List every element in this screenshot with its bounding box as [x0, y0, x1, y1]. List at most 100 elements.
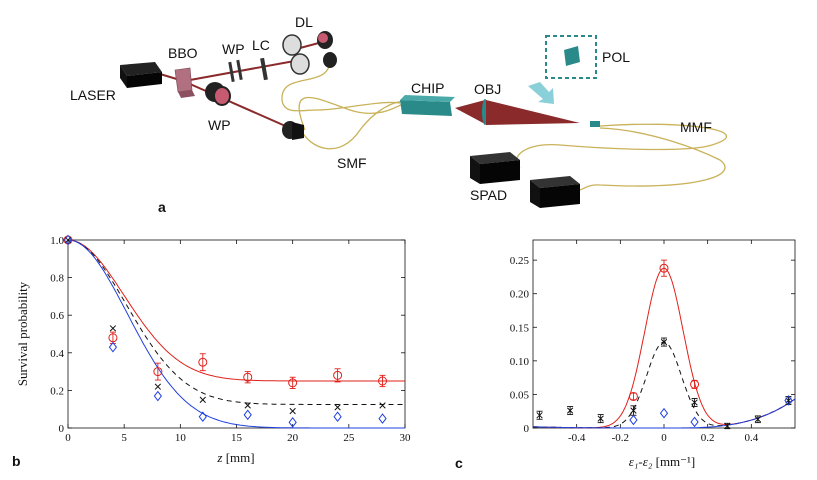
x-tick-label: 10: [175, 432, 187, 444]
data-point-circle: [659, 263, 669, 273]
smf-label: SMF: [337, 155, 367, 171]
data-point-diamond: [333, 411, 342, 423]
mmf-fiber-2: [579, 127, 726, 191]
laser-label: LASER: [70, 87, 116, 103]
y-tick-label: 0.05: [510, 389, 530, 401]
x-tick-label: 30: [400, 432, 412, 444]
data-point-cross: [691, 399, 698, 406]
y-tick-label: 0.6: [50, 310, 64, 322]
x-tick-label: -0.4: [568, 432, 586, 444]
data-point-diamond: [378, 413, 387, 424]
x-tick-label: -0.2: [612, 432, 629, 444]
waveplate-top-icon: [228, 59, 243, 83]
x-tick-label: 15: [231, 432, 243, 444]
data-point-circle: [628, 391, 638, 401]
spad-1-icon: [470, 152, 520, 184]
x-tick-label: 25: [343, 432, 355, 444]
dl-label: DL: [295, 14, 313, 30]
smf-fiber-2: [299, 101, 406, 150]
fit-curve-red: [67, 239, 405, 382]
laser-icon: [120, 62, 162, 88]
bbo-label: BBO: [168, 45, 198, 61]
data-point-cross: [244, 402, 251, 409]
setup-diagram: LASER BBO WP LC DL WP SMF CHIP OBJ POL M…: [70, 14, 728, 215]
y-tick-label: 0.15: [510, 322, 530, 334]
data-point-diamond: [63, 234, 73, 246]
data-point-cross: [289, 407, 296, 415]
data-point-cross: [379, 402, 386, 409]
x-tick-label: 20: [287, 432, 299, 444]
y-tick-label: 0.10: [510, 356, 530, 368]
y-tick-label: 0.4: [50, 348, 64, 360]
x-tick-label: 0: [65, 432, 71, 444]
data-point-diamond: [243, 409, 252, 421]
x-axis-label: ε₁-ε₂ [mm⁻¹]: [629, 454, 696, 469]
arrow-icon: [528, 82, 554, 104]
data-point-cross: [334, 404, 341, 411]
plot-frame: [67, 239, 406, 429]
data-point-circle: [243, 372, 253, 382]
fit-curve-blue: [67, 239, 405, 429]
data-point-cross: [660, 338, 668, 346]
x-axis-label: z [mm]: [216, 450, 254, 465]
lc-icon: [260, 57, 268, 81]
y-tick-label: 0.20: [510, 289, 530, 301]
data-point-diamond: [690, 416, 699, 428]
pol-label: POL: [602, 49, 630, 65]
data-point-cross: [754, 416, 762, 423]
data-point-diamond: [784, 395, 793, 406]
x-tick-label: 0: [661, 432, 667, 444]
y-tick-label: 0: [59, 423, 65, 435]
fit-curve-red: [533, 267, 796, 429]
upper-beam: [189, 59, 301, 81]
panel-a-label: a: [158, 199, 166, 215]
y-tick-label: 0.2: [50, 385, 64, 397]
wp-bottom-label: WP: [208, 117, 231, 133]
spad-label: SPAD: [470, 187, 507, 203]
dl-fiber: [281, 59, 401, 112]
data-point-circle: [690, 379, 700, 389]
fit-curve-blue: [533, 398, 796, 429]
obj-label: OBJ: [474, 81, 501, 97]
data-point-diamond: [153, 390, 163, 402]
y-tick-label: 0: [524, 423, 530, 435]
data-point-cross: [536, 412, 543, 419]
fiber-coupler-icon: [282, 121, 304, 140]
waveplate-bottom-icon: [205, 82, 231, 106]
data-point-circle: [198, 357, 208, 367]
bbo-crystal-icon: [174, 67, 195, 98]
delay-line-icon: [282, 31, 337, 75]
objective-icon: [455, 99, 580, 125]
data-point-cross: [109, 325, 117, 332]
x-tick-label: 0.2: [701, 432, 715, 444]
data-point-cross: [199, 396, 206, 403]
polarizer-icon: [545, 35, 597, 79]
mmf-label: MMF: [680, 119, 712, 135]
data-point-cross: [630, 407, 637, 414]
y-tick-label: 1.0: [50, 235, 64, 247]
chart-b: 0 5 10 15 20 25 30 0 0.2 0.4 0.6 0.8 1.0 Survival pro…: [12, 234, 412, 469]
lower-beam: [189, 83, 291, 129]
chip-label: CHIP: [411, 80, 444, 96]
chip-icon: [400, 95, 455, 116]
wp-top-label: WP: [222, 41, 245, 57]
y-tick-label: 0.8: [50, 273, 64, 285]
data-point-circle: [378, 376, 388, 386]
data-point-diamond: [108, 341, 118, 353]
data-point-diamond: [629, 414, 638, 426]
data-point-diamond: [198, 411, 207, 423]
data-point-cross: [724, 422, 731, 430]
y-tick-label: 0.25: [510, 255, 530, 267]
x-tick-label: 0.4: [744, 432, 758, 444]
x-tick-label: 5: [121, 432, 127, 444]
y-axis-label: Survival probability: [15, 281, 30, 386]
data-point-diamond: [659, 407, 669, 419]
data-point-cross: [597, 415, 604, 422]
panel-c-label: c: [455, 455, 463, 471]
data-point-diamond: [288, 417, 297, 428]
lc-label: LC: [252, 37, 270, 53]
data-point-cross: [154, 383, 162, 390]
data-point-circle: [333, 370, 343, 380]
mmf-connector-icon: [590, 121, 600, 127]
